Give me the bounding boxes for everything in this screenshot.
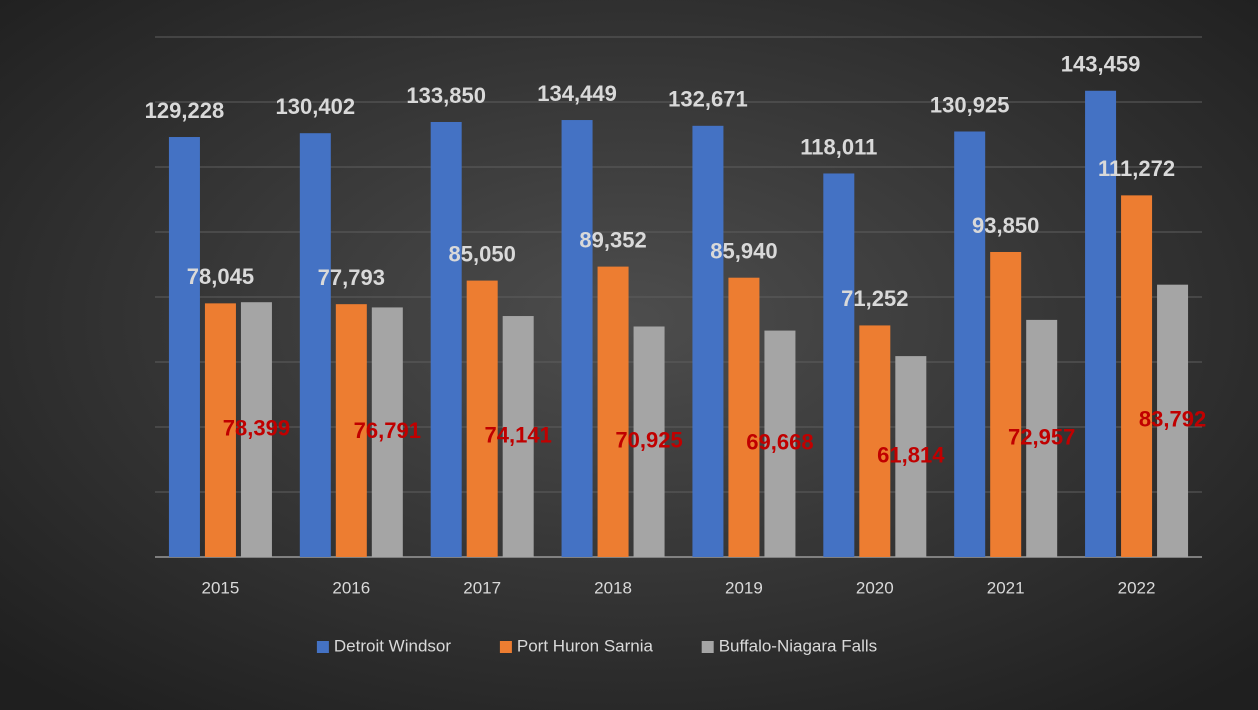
data-label: 130,402 <box>276 94 356 119</box>
x-tick-label: 2016 <box>332 578 370 597</box>
data-label: 93,850 <box>972 213 1039 238</box>
bar <box>1157 284 1189 557</box>
data-label: 77,793 <box>318 265 385 290</box>
bar <box>371 307 403 557</box>
bar <box>1085 90 1117 558</box>
x-tick-label: 2022 <box>1118 578 1156 597</box>
data-label: 132,671 <box>668 87 748 112</box>
bar <box>561 120 593 558</box>
legend-label: Port Huron Sarnia <box>517 636 654 655</box>
data-label: 71,252 <box>841 286 908 311</box>
bar <box>895 356 927 557</box>
data-label: 74,141 <box>485 422 552 447</box>
x-tick-label: 2017 <box>463 578 501 597</box>
x-tick-label: 2020 <box>856 578 894 597</box>
data-label: 69,668 <box>746 430 813 455</box>
data-label: 78,399 <box>223 415 290 440</box>
data-label: 130,925 <box>930 92 1010 117</box>
x-tick-label: 2019 <box>725 578 763 597</box>
data-label: 89,352 <box>579 227 646 252</box>
data-label: 76,791 <box>354 418 421 443</box>
data-label: 134,449 <box>537 81 617 106</box>
bar <box>502 316 534 557</box>
data-label: 85,050 <box>449 241 516 266</box>
data-label: 133,850 <box>406 83 486 108</box>
data-label: 111,272 <box>1098 156 1175 181</box>
bar <box>954 131 986 557</box>
data-label: 70,925 <box>615 428 682 453</box>
x-tick-label: 2018 <box>594 578 632 597</box>
legend-swatch <box>316 641 329 653</box>
legend-label: Buffalo-Niagara Falls <box>719 636 877 655</box>
bar <box>597 266 629 557</box>
legend-swatch <box>701 641 714 653</box>
bar <box>168 137 200 557</box>
x-tick-label: 2015 <box>202 578 240 597</box>
bar <box>204 303 236 557</box>
bar <box>240 302 272 557</box>
bar <box>335 304 367 557</box>
bar <box>823 173 855 558</box>
bar <box>299 133 331 558</box>
data-label: 129,228 <box>145 98 225 123</box>
bar <box>1026 319 1058 557</box>
data-label: 83,792 <box>1139 407 1206 432</box>
bar <box>859 325 891 557</box>
data-label: 72,957 <box>1008 424 1075 449</box>
data-label: 143,459 <box>1061 52 1141 77</box>
bar <box>430 121 462 558</box>
bar <box>466 280 498 557</box>
data-label: 61,814 <box>877 442 945 467</box>
bar <box>990 251 1022 558</box>
legend-swatch <box>499 641 512 653</box>
bar <box>1121 195 1153 557</box>
data-label: 78,045 <box>187 264 254 289</box>
bar <box>728 277 760 557</box>
bar <box>764 330 796 557</box>
bar <box>692 125 724 558</box>
x-tick-label: 2021 <box>987 578 1025 597</box>
bar <box>633 326 665 557</box>
data-label: 85,940 <box>710 239 777 264</box>
legend-label: Detroit Windsor <box>334 636 451 655</box>
data-label: 118,011 <box>800 134 877 159</box>
